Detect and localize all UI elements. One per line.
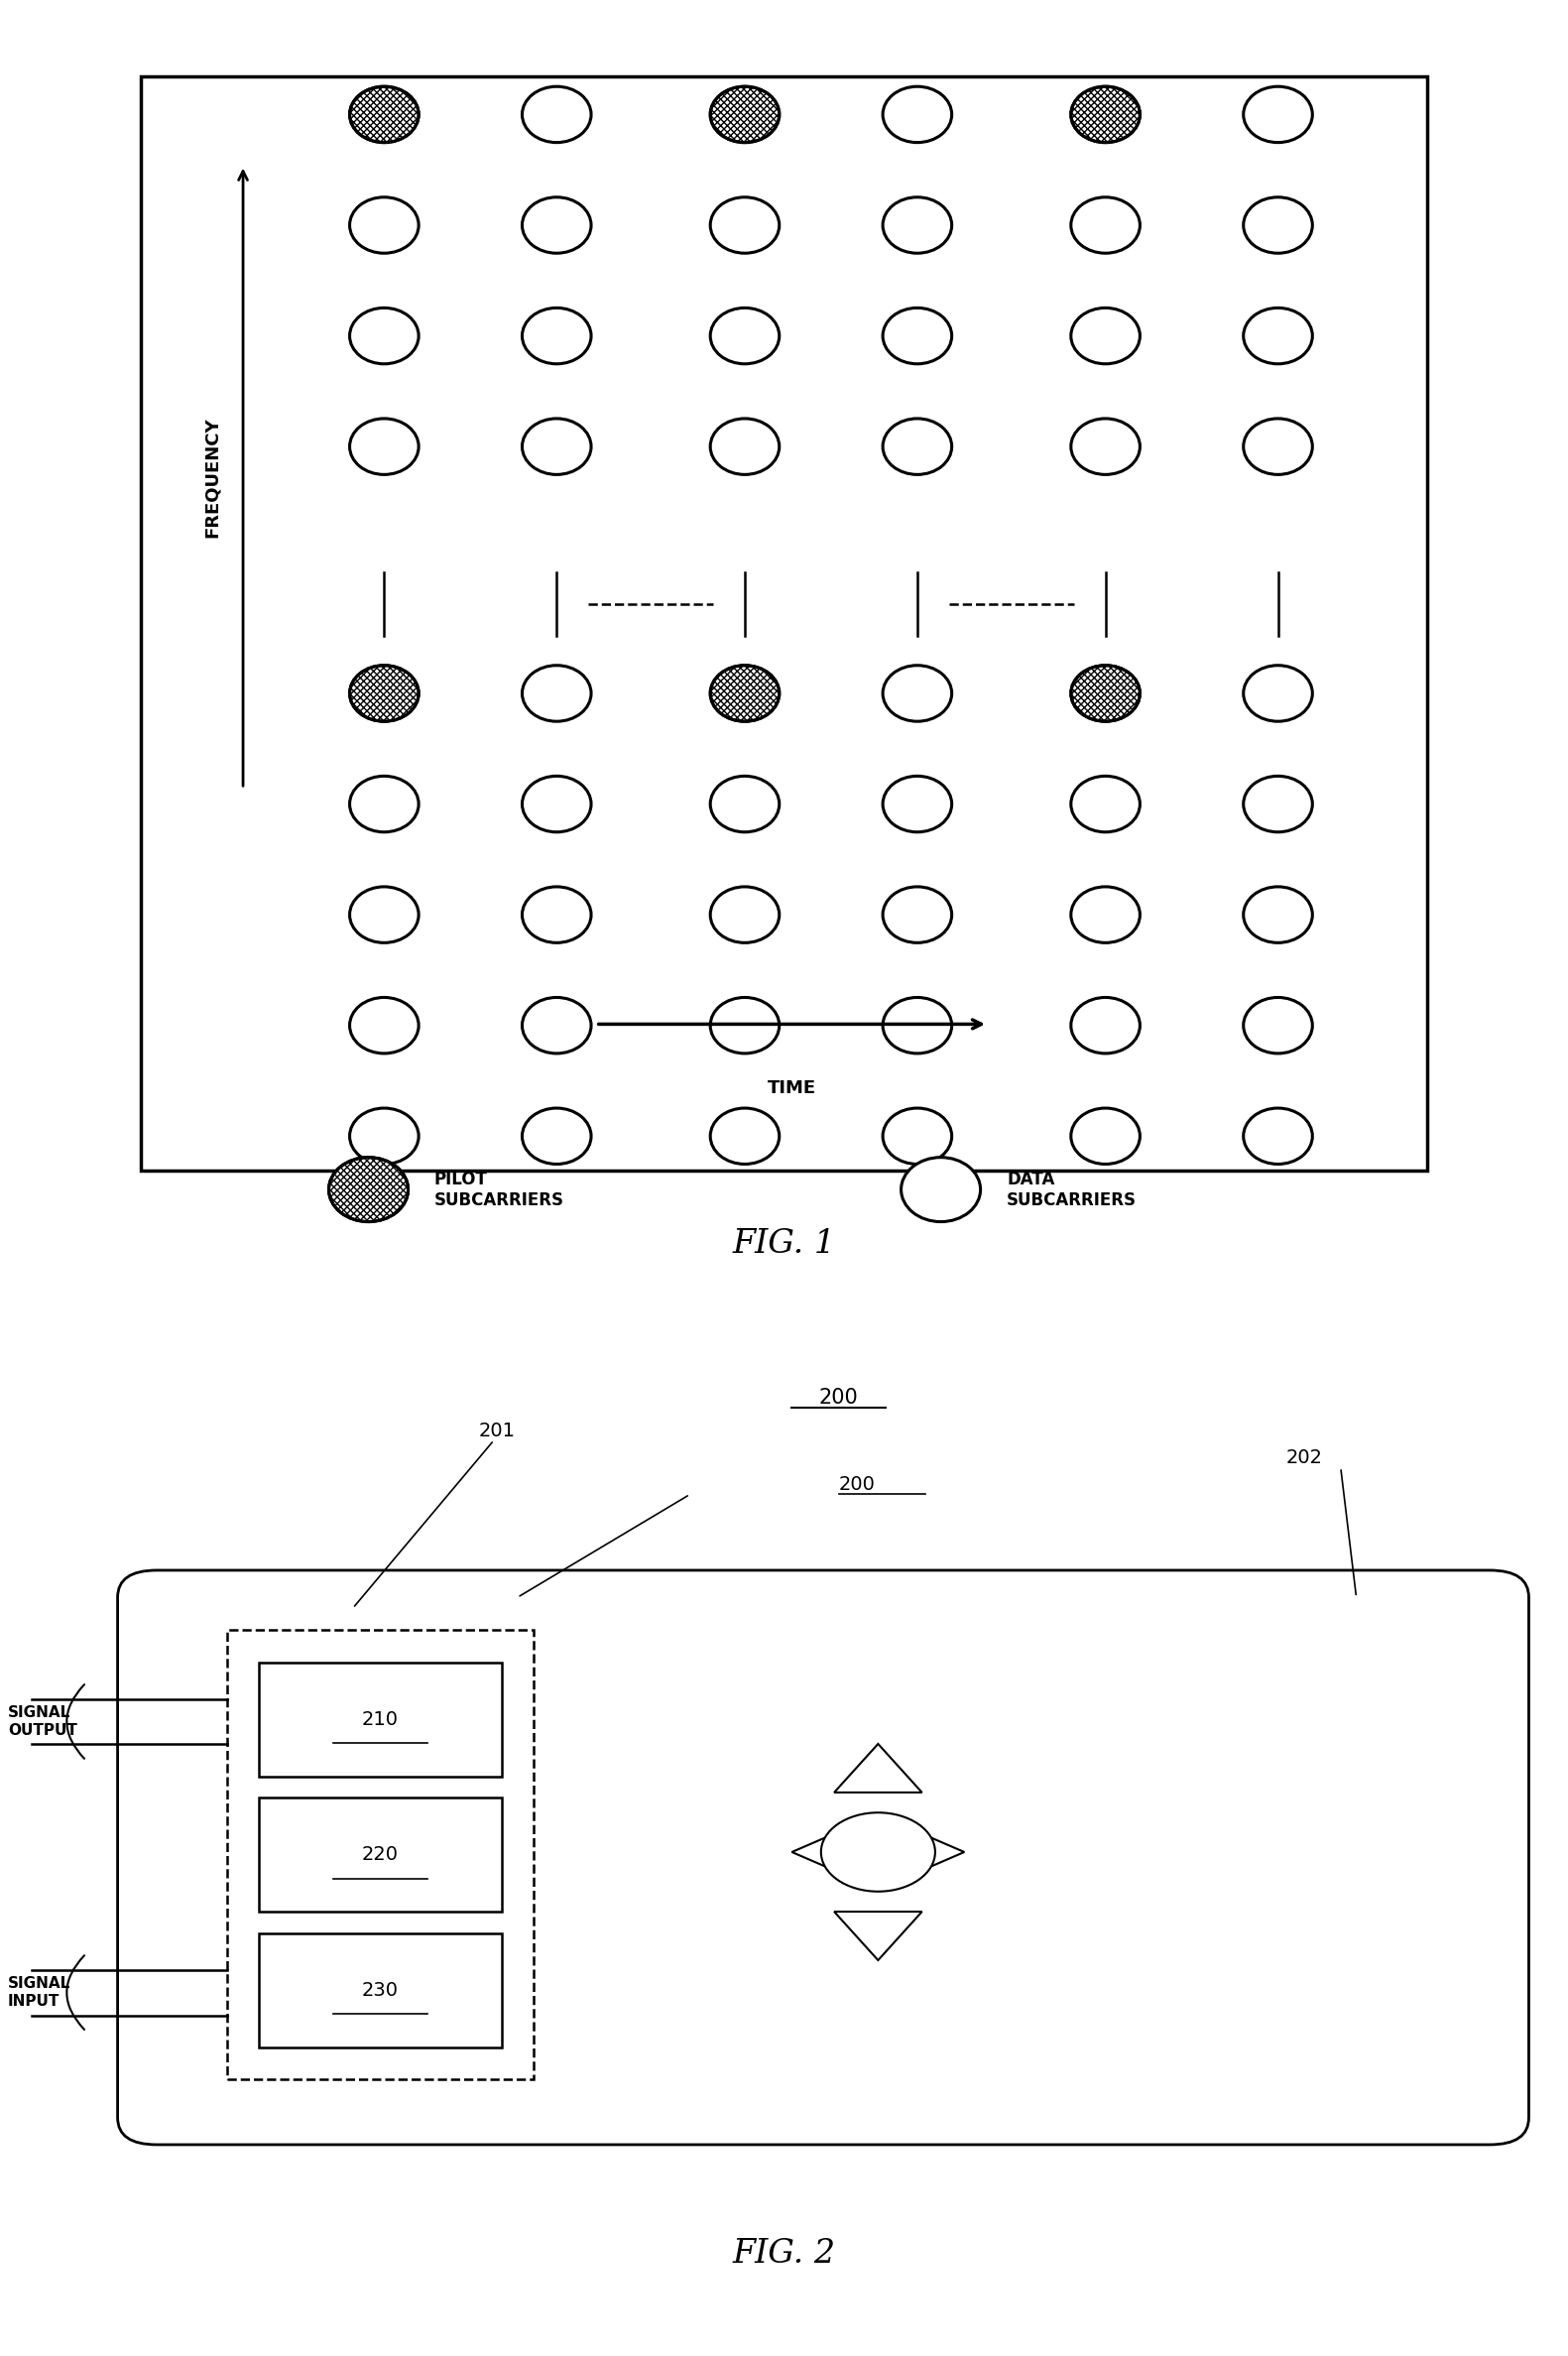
Text: 200: 200 <box>839 1475 875 1494</box>
FancyBboxPatch shape <box>118 1569 1529 2144</box>
Circle shape <box>522 198 591 252</box>
Polygon shape <box>834 1743 922 1793</box>
Polygon shape <box>894 1821 964 1882</box>
Text: 230: 230 <box>362 1981 398 2000</box>
Text: DATA
SUBCARRIERS: DATA SUBCARRIERS <box>1007 1171 1137 1209</box>
Text: PILOT
SUBCARRIERS: PILOT SUBCARRIERS <box>434 1171 564 1209</box>
Circle shape <box>522 419 591 474</box>
Text: TIME: TIME <box>767 1079 817 1096</box>
Circle shape <box>710 198 779 252</box>
Text: FIG. 2: FIG. 2 <box>732 2238 836 2269</box>
Circle shape <box>883 775 952 832</box>
Bar <box>227 1630 533 2080</box>
Circle shape <box>883 309 952 363</box>
Circle shape <box>1243 997 1312 1053</box>
Circle shape <box>1071 997 1140 1053</box>
Circle shape <box>1071 775 1140 832</box>
Circle shape <box>883 87 952 141</box>
Bar <box>141 75 1427 1171</box>
Circle shape <box>710 886 779 942</box>
Circle shape <box>710 309 779 363</box>
Text: FREQUENCY: FREQUENCY <box>202 417 221 537</box>
Circle shape <box>1071 198 1140 252</box>
Circle shape <box>522 87 591 141</box>
Circle shape <box>522 775 591 832</box>
Text: SIGNAL
INPUT: SIGNAL INPUT <box>8 1977 71 2010</box>
Circle shape <box>1243 87 1312 141</box>
Circle shape <box>710 664 779 721</box>
Circle shape <box>1071 419 1140 474</box>
Circle shape <box>522 309 591 363</box>
Circle shape <box>710 87 779 141</box>
Circle shape <box>350 1107 419 1164</box>
Circle shape <box>883 886 952 942</box>
Circle shape <box>1243 664 1312 721</box>
Circle shape <box>710 997 779 1053</box>
Circle shape <box>822 1812 935 1892</box>
Polygon shape <box>792 1821 862 1882</box>
Circle shape <box>1071 664 1140 721</box>
Text: 220: 220 <box>362 1845 398 1864</box>
Circle shape <box>522 1107 591 1164</box>
Circle shape <box>883 997 952 1053</box>
Circle shape <box>883 419 952 474</box>
Text: 201: 201 <box>478 1421 514 1440</box>
Circle shape <box>350 997 419 1053</box>
Circle shape <box>1071 1107 1140 1164</box>
Circle shape <box>883 1107 952 1164</box>
Circle shape <box>1243 1107 1312 1164</box>
Circle shape <box>1071 309 1140 363</box>
Circle shape <box>1243 198 1312 252</box>
Polygon shape <box>834 1911 922 1960</box>
Circle shape <box>883 198 952 252</box>
Circle shape <box>350 87 419 141</box>
Text: FIG. 1: FIG. 1 <box>732 1227 836 1260</box>
Bar <box>259 1934 502 2047</box>
Circle shape <box>350 198 419 252</box>
Circle shape <box>329 1157 408 1223</box>
Circle shape <box>350 419 419 474</box>
Circle shape <box>1071 87 1140 141</box>
Circle shape <box>350 664 419 721</box>
Circle shape <box>710 1107 779 1164</box>
Text: 210: 210 <box>362 1710 398 1729</box>
Circle shape <box>902 1157 980 1223</box>
Circle shape <box>710 775 779 832</box>
Circle shape <box>522 664 591 721</box>
Circle shape <box>522 997 591 1053</box>
Text: SIGNAL
OUTPUT: SIGNAL OUTPUT <box>8 1706 77 1739</box>
Circle shape <box>522 886 591 942</box>
Bar <box>259 1798 502 1911</box>
Circle shape <box>350 886 419 942</box>
Circle shape <box>350 775 419 832</box>
Text: 200: 200 <box>818 1388 859 1407</box>
Circle shape <box>1243 309 1312 363</box>
Circle shape <box>883 664 952 721</box>
Circle shape <box>1243 886 1312 942</box>
Bar <box>259 1663 502 1776</box>
Circle shape <box>1243 419 1312 474</box>
Circle shape <box>1071 886 1140 942</box>
Circle shape <box>1243 775 1312 832</box>
Text: 202: 202 <box>1286 1449 1322 1468</box>
Circle shape <box>710 419 779 474</box>
Circle shape <box>350 309 419 363</box>
